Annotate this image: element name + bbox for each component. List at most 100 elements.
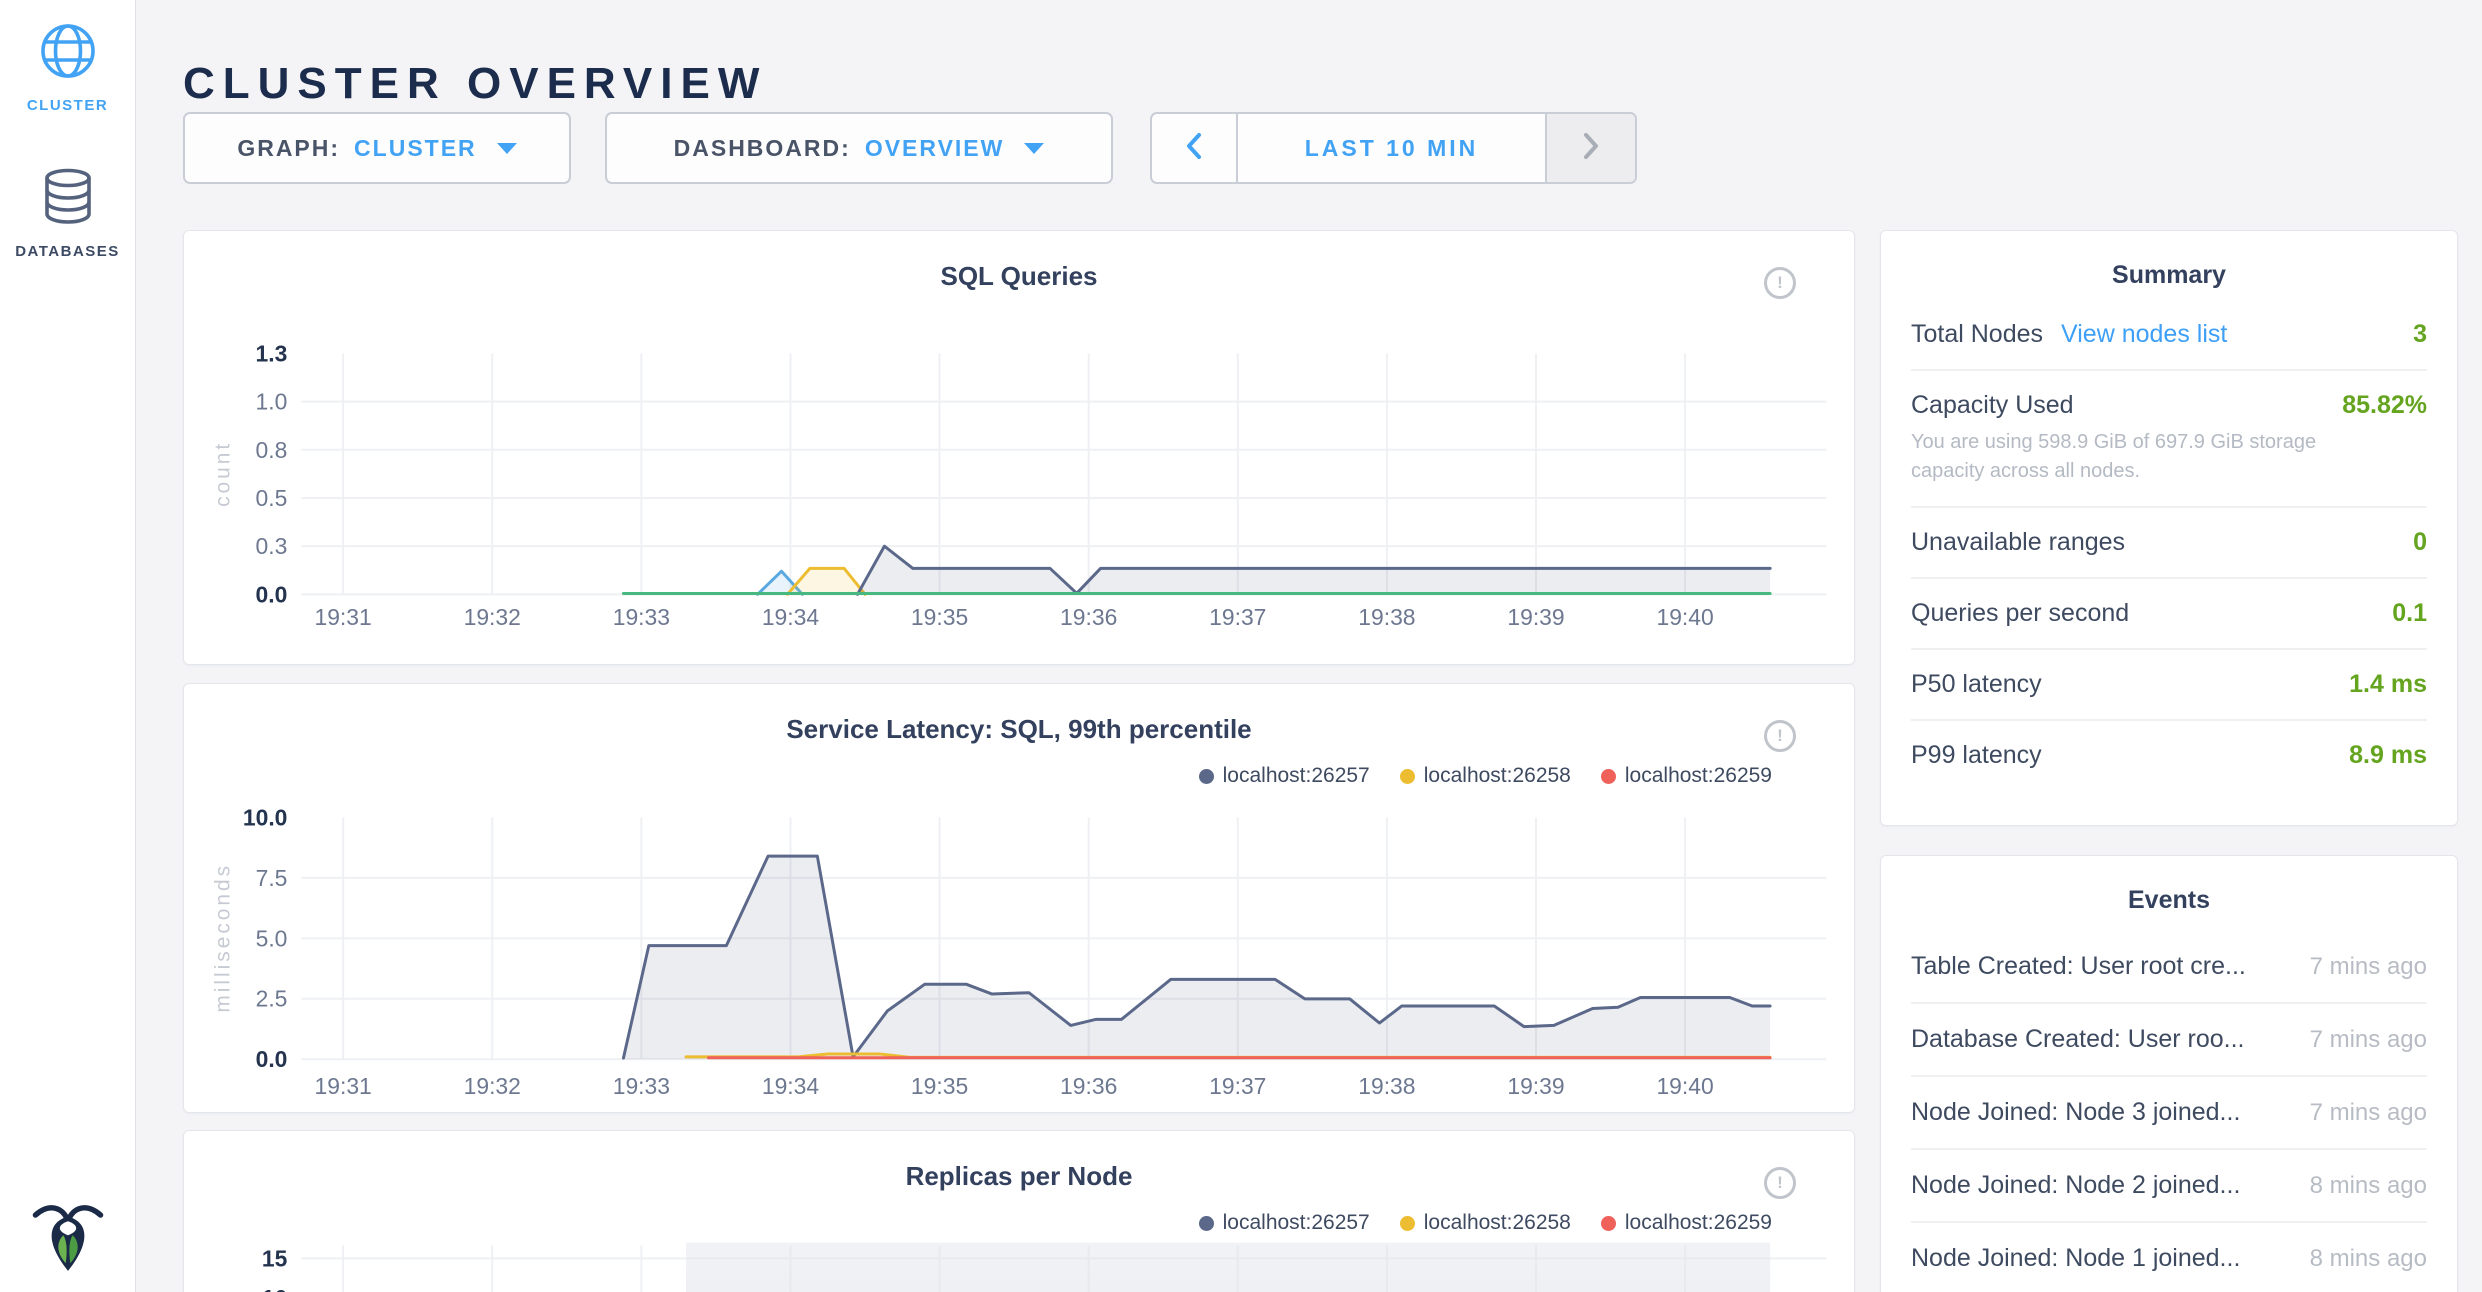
svg-text:19:33: 19:33: [613, 1073, 670, 1099]
svg-text:19:36: 19:36: [1060, 604, 1117, 630]
svg-text:0.0: 0.0: [256, 1046, 288, 1072]
time-range-label[interactable]: LAST 10 MIN: [1304, 134, 1479, 161]
sidebar-item-cluster[interactable]: CLUSTER: [0, 22, 135, 114]
svg-text:19:31: 19:31: [314, 604, 371, 630]
svg-text:19:33: 19:33: [613, 604, 670, 630]
event-timestamp: 7 mins ago: [2309, 952, 2427, 980]
globe-icon: [39, 22, 97, 85]
view-nodes-list-link[interactable]: View nodes list: [2061, 320, 2228, 348]
legend-item[interactable]: localhost:26257: [1198, 1211, 1370, 1235]
cockroachdb-logo: [0, 1198, 135, 1274]
event-row[interactable]: Table Created: User root cre... 7 mins a…: [1911, 931, 2427, 1004]
svg-text:1.0: 1.0: [256, 389, 288, 415]
svg-text:0.0: 0.0: [256, 581, 288, 607]
time-range-selector: LAST 10 MIN: [1150, 112, 1637, 184]
chevron-left-icon: [1183, 131, 1205, 166]
svg-text:19:35: 19:35: [911, 604, 968, 630]
summary-label: Total Nodes: [1911, 320, 2044, 348]
svg-text:19:32: 19:32: [464, 1073, 521, 1099]
summary-value: 0.1: [2392, 599, 2427, 627]
event-title: Table Created: User root cre...: [1911, 952, 2246, 980]
dashboard-dropdown-value: OVERVIEW: [864, 134, 1005, 161]
event-row[interactable]: Database Created: User roo... 7 mins ago: [1911, 1004, 2427, 1077]
legend-item[interactable]: localhost:26257: [1198, 764, 1370, 788]
sidebar-item-label: DATABASES: [15, 243, 120, 260]
sidebar-item-databases[interactable]: DATABASES: [0, 168, 135, 260]
svg-text:19:34: 19:34: [762, 1073, 820, 1099]
chevron-right-icon: [1580, 131, 1602, 166]
sql-queries-chart[interactable]: 19:31 19:32 19:33 19:34 19:35 19:36 19:37 19:38…: [184, 231, 1854, 664]
capacity-subtitle: You are using 598.9 GiB of 697.9 GiB sto…: [1911, 431, 2317, 482]
svg-text:19:31: 19:31: [315, 1073, 372, 1099]
svg-text:10.0: 10.0: [243, 804, 288, 830]
database-icon: [41, 168, 95, 231]
legend-item[interactable]: localhost:26259: [1600, 1211, 1772, 1235]
legend-label: localhost:26257: [1222, 1211, 1370, 1234]
svg-text:19:38: 19:38: [1358, 1073, 1415, 1099]
event-row[interactable]: Node Joined: Node 2 joined... 8 mins ago: [1911, 1150, 2427, 1223]
svg-text:milliseconds: milliseconds: [212, 863, 235, 1013]
chart-title: SQL Queries: [940, 261, 1098, 291]
event-timestamp: 7 mins ago: [2309, 1025, 2427, 1053]
svg-text:10: 10: [262, 1285, 287, 1292]
chevron-down-icon: [1024, 142, 1045, 154]
svg-text:0.3: 0.3: [256, 533, 288, 559]
svg-text:7.5: 7.5: [256, 865, 288, 891]
summary-value: 1.4 ms: [2349, 670, 2427, 698]
legend-item[interactable]: localhost:26259: [1600, 764, 1772, 788]
summary-label: Queries per second: [1911, 599, 2130, 627]
summary-row-p99: P99 latency 8.9 ms: [1911, 721, 2427, 790]
dashboard-dropdown-label: DASHBOARD:: [673, 134, 851, 161]
summary-row-capacity: Capacity Used 85.82% You are using 598.9…: [1911, 371, 2427, 508]
svg-text:19:37: 19:37: [1209, 1073, 1266, 1099]
svg-text:count: count: [212, 441, 235, 507]
event-row[interactable]: Node Joined: Node 1 joined... 8 mins ago: [1911, 1223, 2427, 1292]
graph-dropdown-value: CLUSTER: [354, 134, 477, 161]
svg-text:19:34: 19:34: [762, 604, 820, 630]
legend-dot-icon: [1198, 1215, 1214, 1231]
info-icon[interactable]: !: [1764, 267, 1796, 299]
event-title: Node Joined: Node 1 joined...: [1911, 1244, 2241, 1272]
legend-dot-icon: [1198, 768, 1214, 784]
legend-label: localhost:26258: [1423, 764, 1571, 787]
time-range-next-button[interactable]: [1545, 114, 1635, 182]
chevron-down-icon: [496, 142, 517, 154]
event-timestamp: 8 mins ago: [2309, 1171, 2427, 1199]
info-icon[interactable]: !: [1764, 720, 1796, 752]
event-title: Node Joined: Node 3 joined...: [1911, 1098, 2241, 1126]
dashboard-dropdown[interactable]: DASHBOARD: OVERVIEW: [605, 112, 1113, 184]
svg-text:19:40: 19:40: [1656, 604, 1713, 630]
summary-panel: Summary Total Nodes View nodes list 3 Ca…: [1880, 230, 2458, 826]
summary-label: P99 latency: [1911, 741, 2042, 769]
chart-title: Replicas per Node: [905, 1161, 1133, 1191]
summary-label: Capacity Used: [1911, 391, 2074, 419]
svg-text:15: 15: [262, 1245, 288, 1271]
svg-text:2.5: 2.5: [256, 986, 288, 1012]
service-latency-chart[interactable]: 19:31 19:32 19:33 19:34 19:35 19:36 19:37 19:38…: [184, 684, 1854, 1112]
svg-text:19:39: 19:39: [1507, 1073, 1564, 1099]
replicas-per-node-chart[interactable]: 1510: [184, 1131, 1854, 1292]
legend-item[interactable]: localhost:26258: [1399, 1211, 1571, 1235]
events-panel: Events Table Created: User root cre... 7…: [1880, 855, 2458, 1292]
svg-text:5.0: 5.0: [256, 925, 288, 951]
graph-dropdown[interactable]: GRAPH: CLUSTER: [183, 112, 571, 184]
chart-legend: localhost:26257 localhost:26258 localhos…: [1198, 1211, 1772, 1235]
svg-text:19:32: 19:32: [464, 604, 521, 630]
summary-value: 3: [2413, 320, 2427, 348]
svg-text:19:37: 19:37: [1209, 604, 1266, 630]
event-row[interactable]: Node Joined: Node 3 joined... 7 mins ago: [1911, 1077, 2427, 1150]
legend-label: localhost:26257: [1222, 764, 1370, 787]
legend-dot-icon: [1600, 1215, 1616, 1231]
summary-title: Summary: [2112, 261, 2226, 289]
info-icon[interactable]: !: [1764, 1167, 1796, 1199]
legend-item[interactable]: localhost:26258: [1399, 764, 1571, 788]
summary-row-p50: P50 latency 1.4 ms: [1911, 650, 2427, 721]
time-range-prev-button[interactable]: [1152, 114, 1238, 182]
summary-value: 0: [2413, 528, 2427, 556]
event-timestamp: 8 mins ago: [2309, 1244, 2427, 1272]
svg-text:19:35: 19:35: [911, 1073, 968, 1099]
legend-dot-icon: [1399, 768, 1415, 784]
svg-text:19:40: 19:40: [1656, 1073, 1713, 1099]
summary-label: Unavailable ranges: [1911, 528, 2126, 556]
legend-dot-icon: [1399, 1215, 1415, 1231]
